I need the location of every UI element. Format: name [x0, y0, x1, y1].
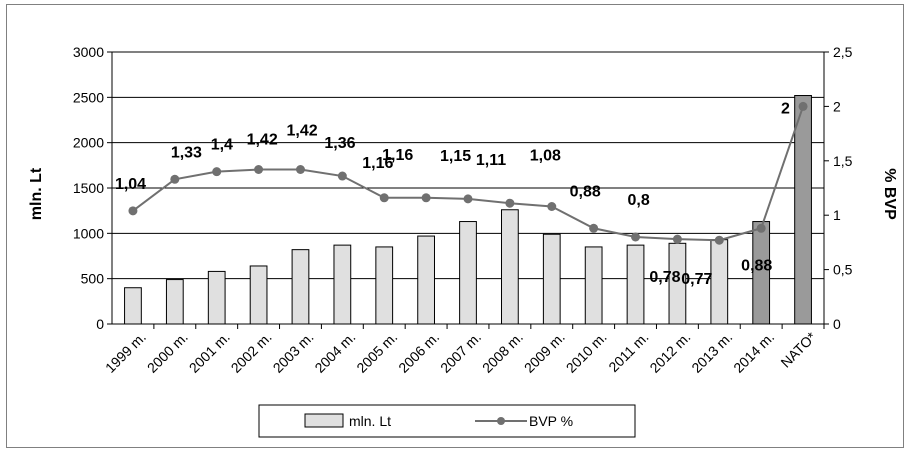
left-tick-label: 0 — [96, 316, 104, 332]
bar-2000-m- — [165, 279, 184, 325]
bvp-data-label: 2 — [781, 100, 790, 117]
x-tick-label: 2010 m. — [563, 329, 610, 376]
bvp-point — [295, 165, 305, 175]
bar-nato- — [794, 95, 812, 325]
left-tick-label: 1000 — [73, 225, 104, 241]
left-axis-ticks: 0 500 1000 1500 2000 2500 3000 — [73, 44, 112, 332]
right-tick-label: 0 — [833, 316, 841, 332]
right-axis-ticks: 0 0,5 1 1,5 2 2,5 — [824, 44, 853, 332]
bar-2010-m- — [584, 246, 603, 325]
bvp-data-label: 1,42 — [247, 132, 278, 149]
bvp-point — [128, 206, 138, 216]
x-tick-label: 2005 m. — [353, 329, 400, 376]
bvp-point — [631, 232, 641, 242]
bvp-point — [714, 235, 724, 245]
bvp-point — [505, 198, 515, 208]
bar-1999-m- — [124, 287, 142, 325]
bar-2002-m- — [249, 265, 268, 325]
bar-2006-m- — [417, 235, 435, 325]
x-tick-label: 2013 m. — [688, 329, 735, 376]
bvp-data-label: 1,15 — [440, 148, 471, 165]
bvp-data-label: 1,36 — [324, 135, 355, 152]
bar-2008-m- — [501, 209, 519, 325]
bvp-data-label: 1,16 — [362, 155, 393, 172]
bar-2013-m- — [710, 239, 729, 325]
legend-bar-swatch — [304, 413, 344, 428]
y-axis-label: mln. Lt — [28, 167, 45, 220]
right-tick-label: 2,5 — [833, 44, 853, 60]
x-axis-ticks: 1999 m.2000 m.2001 m.2002 m.2003 m.2004 … — [102, 324, 825, 376]
bar-2009-m- — [542, 233, 561, 325]
bar-2005-m- — [375, 246, 394, 325]
x-tick-label: 2009 m. — [521, 329, 568, 376]
left-tick-label: 2000 — [73, 135, 104, 151]
bar-2007-m- — [459, 221, 477, 325]
left-tick-label: 2500 — [73, 89, 104, 105]
bvp-data-label: 1,4 — [211, 137, 233, 154]
x-tick-label: 1999 m. — [102, 329, 149, 376]
bvp-data-label: 1,42 — [286, 123, 317, 140]
bvp-point — [421, 193, 431, 203]
right-tick-label: 2 — [833, 98, 841, 114]
left-tick-label: 500 — [81, 271, 105, 287]
bvp-point — [337, 171, 347, 181]
x-tick-label: 2004 m. — [311, 329, 358, 376]
bvp-data-label: 1,16 — [382, 147, 413, 164]
x-tick-label: 2003 m. — [270, 329, 317, 376]
bvp-point — [672, 234, 682, 244]
x-tick-label: 2001 m. — [186, 329, 233, 376]
y-axis-right-label: % BVP — [881, 168, 898, 220]
bvp-data-label: 1,04 — [115, 176, 146, 193]
bvp-point — [756, 223, 766, 233]
x-tick-label: 2006 m. — [395, 329, 442, 376]
bvp-data-label: 0,88 — [741, 257, 772, 274]
bvp-line — [132, 106, 805, 242]
chart-frame: 0 500 1000 1500 2000 2500 3000 0 0,5 1 1,5 2 2,5 19… — [6, 4, 904, 448]
bar-2001-m- — [207, 270, 226, 325]
bvp-point — [463, 194, 473, 204]
bvp-data-label: 1,08 — [530, 147, 561, 164]
chart-svg: 0 500 1000 1500 2000 2500 3000 0 0,5 1 1,5 2 2,5 19… — [28, 44, 898, 438]
bar-2011-m- — [626, 244, 645, 325]
right-tick-label: 1 — [833, 207, 841, 223]
bvp-data-label: 1,11 — [476, 152, 506, 169]
bar-series — [124, 95, 812, 325]
left-tick-label: 3000 — [73, 44, 104, 60]
bvp-point — [589, 223, 599, 233]
right-tick-label: 0,5 — [833, 262, 853, 278]
bvp-point — [212, 167, 222, 177]
bvp-point — [798, 101, 808, 111]
data-labels: 1,04 1,33 1,4 1,42 1,42 1,36 1,161,16 1,15 1,11 1… — [115, 100, 790, 288]
bvp-point — [547, 201, 557, 211]
x-tick-label: 2000 m. — [144, 329, 191, 376]
bvp-data-label: 1,33 — [171, 144, 202, 161]
bvp-point — [379, 193, 389, 203]
bvp-data-label: 0,88 — [570, 183, 601, 200]
bvp-data-label: 0,8 — [628, 192, 650, 209]
bvp-point — [254, 165, 264, 175]
x-tick-label: 2014 m. — [730, 329, 777, 376]
x-tick-label: 2008 m. — [479, 329, 526, 376]
x-tick-label: NATO* — [777, 328, 819, 370]
line-series — [128, 101, 808, 245]
bar-2004-m- — [333, 244, 352, 325]
bvp-point — [170, 174, 180, 184]
legend: mln. Lt BVP % — [258, 404, 636, 438]
legend-bar-label: mln. Lt — [349, 413, 391, 429]
bvp-data-label: 0,78 — [649, 269, 680, 286]
x-tick-label: 2007 m. — [437, 329, 484, 376]
right-tick-label: 1,5 — [833, 153, 853, 169]
legend-line-label: BVP % — [529, 413, 573, 429]
legend-line-marker — [497, 417, 505, 425]
bvp-data-label: 0,77 — [681, 271, 712, 288]
left-tick-label: 1500 — [73, 180, 104, 196]
x-tick-label: 2011 m. — [605, 329, 651, 375]
x-tick-label: 2012 m. — [646, 329, 693, 376]
bar-2003-m- — [291, 249, 310, 325]
x-tick-label: 2002 m. — [228, 329, 275, 376]
